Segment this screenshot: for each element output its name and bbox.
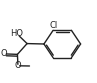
- Text: O: O: [15, 62, 21, 70]
- Text: HO: HO: [10, 29, 23, 38]
- Text: Cl: Cl: [50, 21, 58, 30]
- Text: O: O: [1, 49, 7, 58]
